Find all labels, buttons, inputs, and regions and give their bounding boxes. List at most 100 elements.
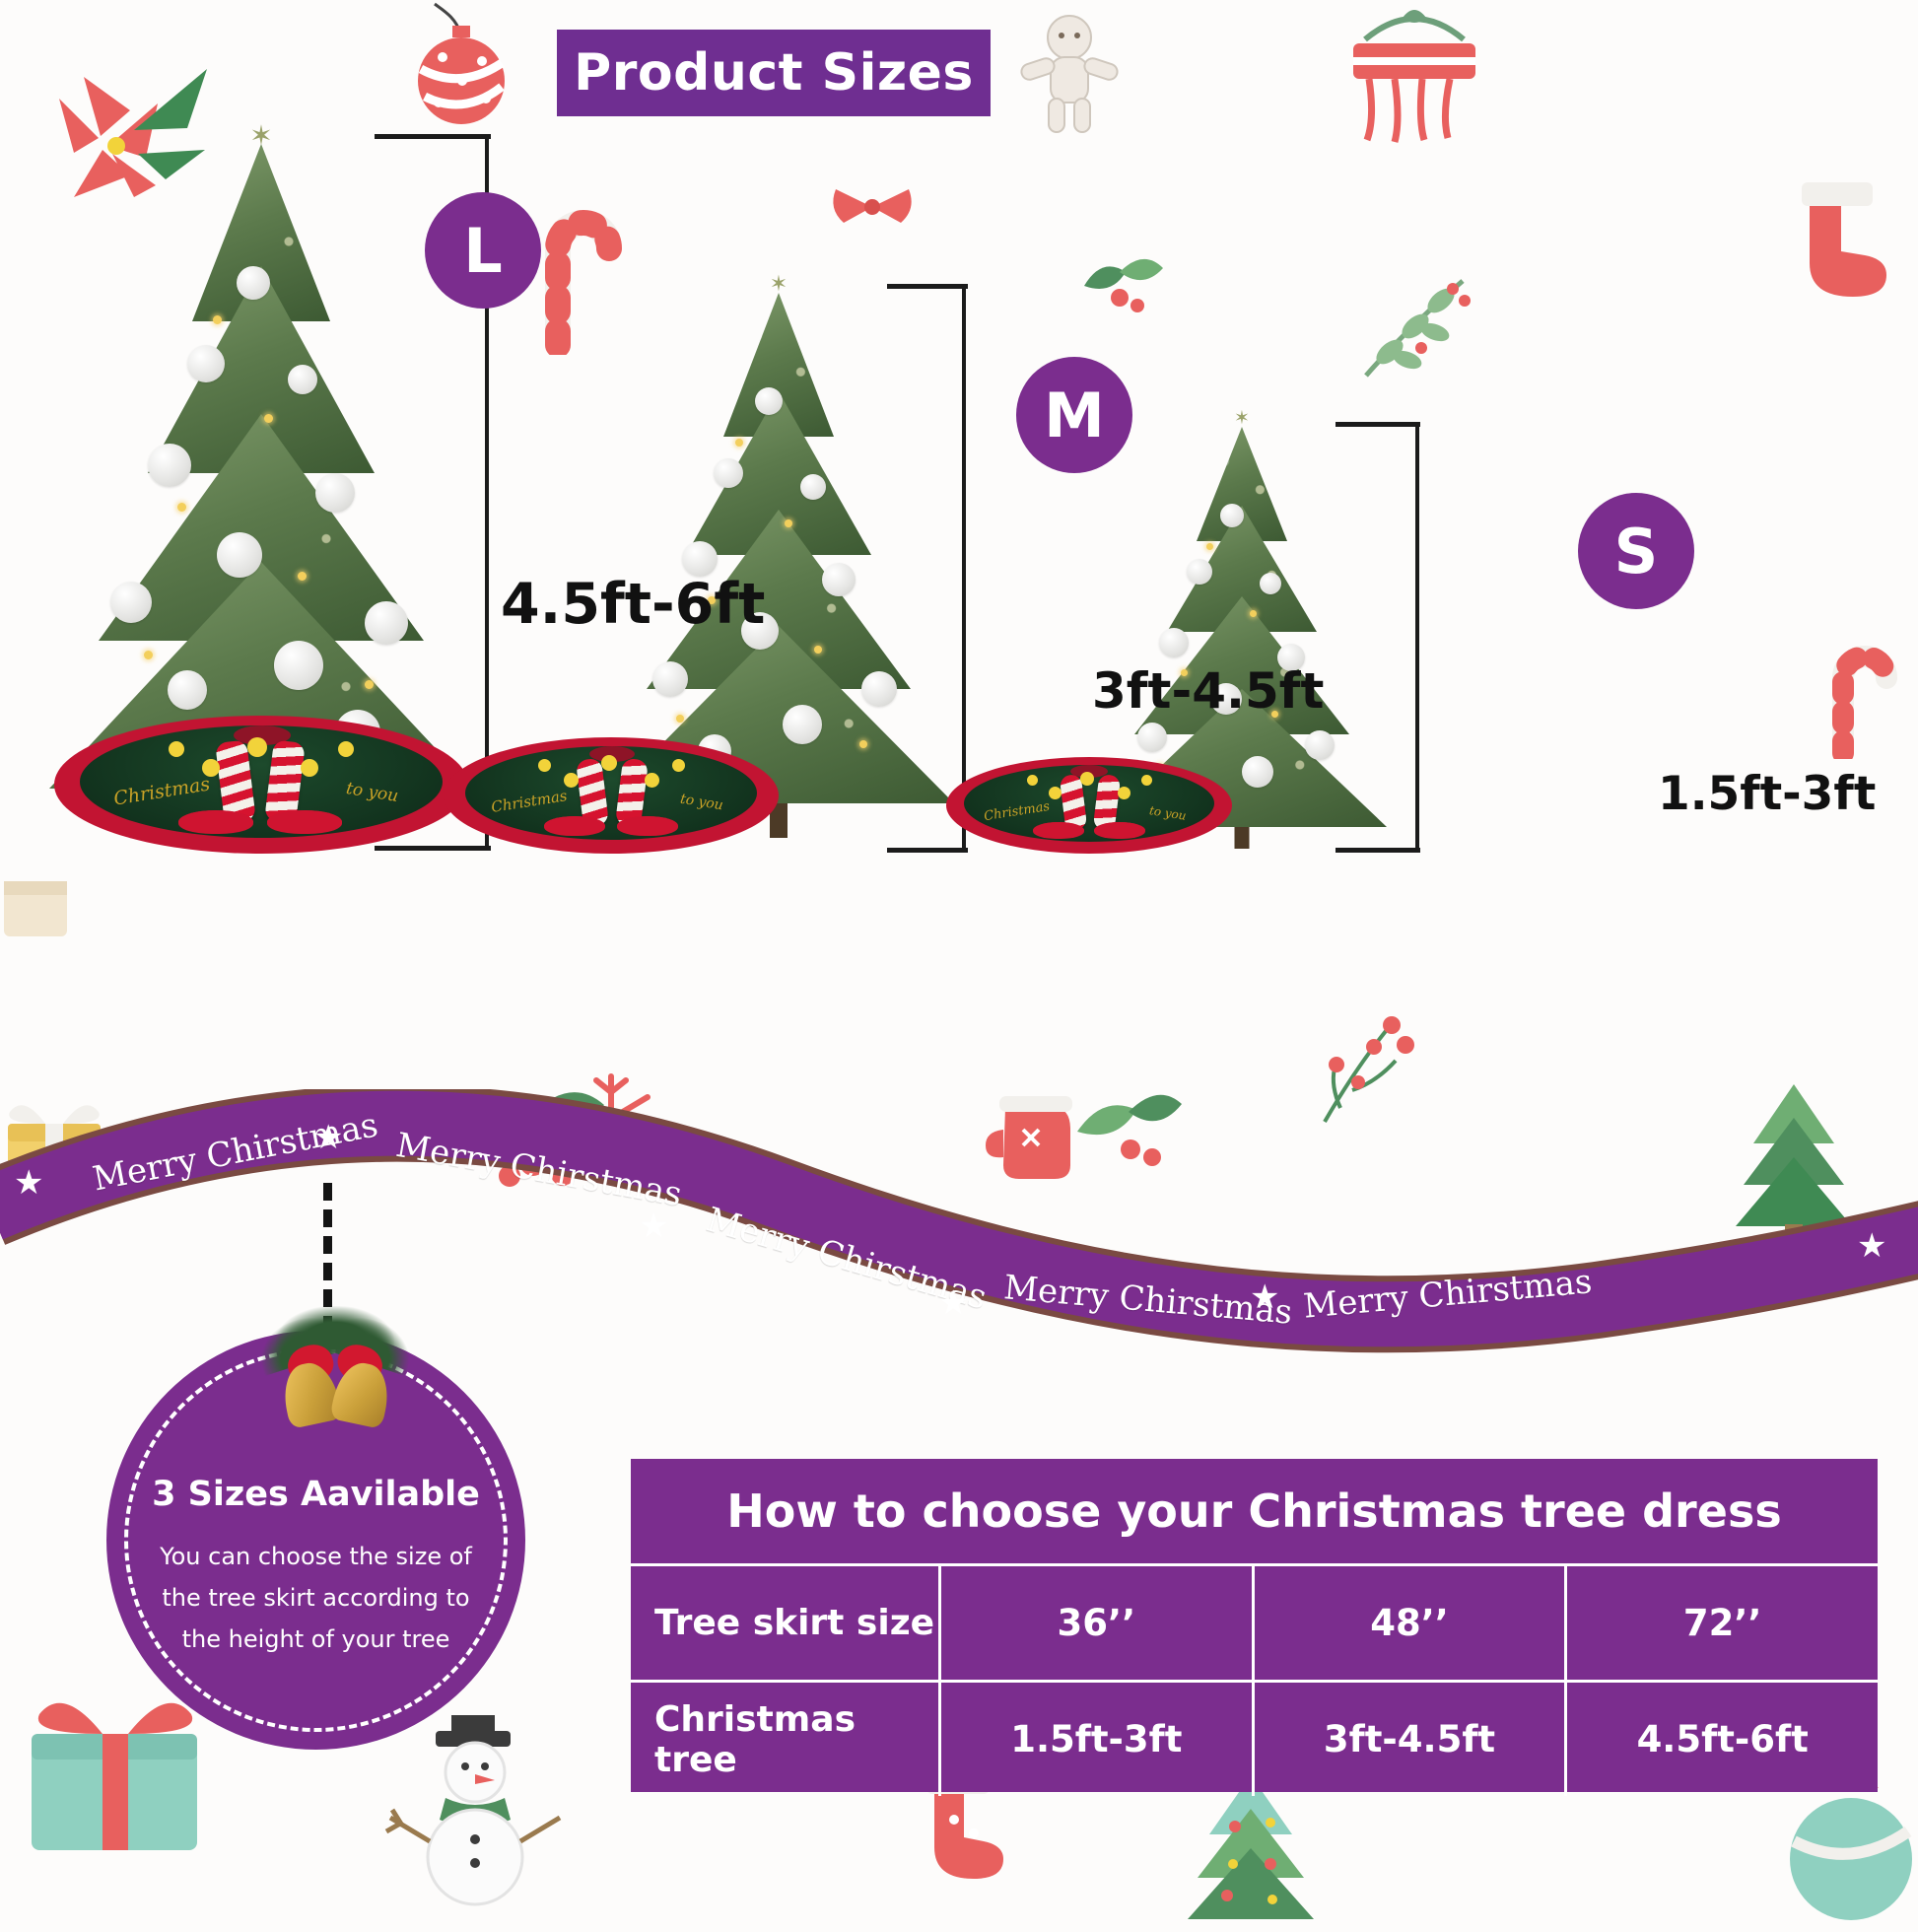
tree-ornament	[187, 345, 225, 382]
tree-light	[213, 315, 222, 324]
skirt-pom	[247, 737, 267, 757]
tree-ornament	[315, 473, 355, 513]
measure-cap-m-bottom	[887, 848, 968, 853]
tree-light	[814, 646, 822, 654]
skirt-pom	[645, 773, 659, 788]
tree-skirt-large: Christmas to you	[54, 716, 468, 854]
elf-shoe	[617, 816, 678, 836]
tree-light	[735, 439, 743, 447]
skirt-pom	[169, 741, 184, 757]
tree-light	[1206, 543, 1213, 550]
page-title: Product Sizes	[574, 43, 974, 103]
tree-light	[859, 740, 867, 748]
measure-line-l	[485, 134, 489, 850]
size-chart-title: How to choose your Christmas tree dress	[631, 1459, 1878, 1566]
size-chart-table: How to choose your Christmas tree dress …	[631, 1459, 1878, 1796]
tree-ornament	[741, 612, 779, 650]
skirt-center-hole	[589, 746, 635, 762]
tree-ornament	[1187, 559, 1212, 585]
tree-ornament	[1137, 723, 1167, 752]
skirt-pom	[1118, 787, 1130, 799]
tree-ornament	[1242, 756, 1273, 788]
tree-skirt-medium: Christmas to you	[444, 737, 779, 854]
skirt-center-hole	[1070, 765, 1108, 778]
tree-ornament	[1159, 628, 1189, 657]
measure-cap-l-top	[375, 134, 491, 139]
table-cell: 36’’	[938, 1566, 1252, 1680]
tree-light	[144, 651, 153, 659]
tree-ornament	[148, 444, 191, 487]
tree-light	[264, 414, 273, 423]
tree-light	[676, 715, 684, 723]
table-cell: 48’’	[1251, 1566, 1565, 1680]
skirt-pom	[1027, 775, 1038, 786]
dimension-label-small: 1.5ft-3ft	[1658, 767, 1877, 821]
sizes-available-circle: 3 Sizes Aavilable You can choose the siz…	[106, 1331, 525, 1750]
tree-light	[1250, 610, 1257, 617]
stocking-doodle	[1784, 172, 1902, 320]
page-title-banner: Product Sizes	[557, 30, 991, 116]
bells-decoration	[246, 1306, 424, 1429]
measure-cap-m-top	[887, 284, 968, 289]
ribbon-star-icon: ★	[938, 1284, 969, 1322]
tree-light	[298, 572, 307, 581]
skirt-pom	[202, 759, 220, 777]
ornament-ball-doodle	[399, 0, 527, 138]
tree-light	[365, 680, 374, 689]
tree-light	[1271, 711, 1278, 718]
skirt-pom	[1049, 787, 1062, 799]
tree-ornament	[861, 671, 897, 707]
tree-ornament	[288, 365, 317, 394]
tree-ornament	[822, 563, 856, 596]
elf-shoe	[267, 810, 342, 834]
size-badge-l-label: L	[463, 214, 503, 287]
table-row-label: Tree skirt size	[654, 1603, 935, 1643]
tree-ornament	[1277, 644, 1305, 671]
measure-cap-s-top	[1336, 422, 1420, 427]
ribbon-star-icon: ★	[1250, 1278, 1280, 1316]
tree-ornament	[714, 458, 743, 488]
tree-light	[785, 519, 792, 527]
dashed-connector-line	[323, 1183, 332, 1360]
tree-ornament	[110, 582, 152, 623]
measure-cap-l-bottom	[375, 846, 491, 851]
table-cell: 3ft-4.5ft	[1251, 1683, 1565, 1796]
table-row: Christmas tree 1.5ft-3ft 3ft-4.5ft 4.5ft…	[631, 1680, 1878, 1796]
measure-line-m	[962, 284, 966, 852]
tree-ornament	[800, 474, 826, 500]
table-cell: 1.5ft-3ft	[938, 1683, 1252, 1796]
sizes-available-title: 3 Sizes Aavilable	[152, 1475, 480, 1514]
christmas-tree-small: ✶	[1084, 409, 1400, 853]
size-badge-l: L	[425, 192, 541, 309]
table-cell: 4.5ft-6ft	[1564, 1683, 1878, 1796]
tree-ornament	[652, 661, 688, 697]
candy-cane-small-doodle	[1814, 631, 1912, 759]
skirt-center-hole	[234, 725, 291, 745]
tree-light	[708, 596, 716, 604]
ribbon-tail-doodle	[0, 867, 89, 956]
table-row: Tree skirt size 36’’ 48’’ 72’’	[631, 1566, 1878, 1680]
size-badge-s-label: S	[1613, 515, 1659, 587]
ribbon-star-icon: ★	[313, 1119, 344, 1156]
tree-ornament	[755, 387, 783, 415]
skirt-pom	[1080, 772, 1094, 786]
skirt-pom	[601, 755, 617, 771]
tree-ornament	[365, 601, 408, 645]
red-bow-doodle	[828, 177, 917, 246]
tree-ornament	[274, 641, 323, 690]
elf-shoe	[178, 810, 253, 834]
tree-ornament	[217, 532, 262, 578]
tree-light	[1181, 669, 1188, 676]
tree-skirt-small: Christmas to you	[946, 757, 1232, 854]
tree-ornament	[783, 705, 822, 744]
size-badge-s: S	[1578, 493, 1694, 609]
tree-ornament	[682, 541, 718, 577]
size-badge-m-label: M	[1044, 379, 1105, 451]
gingerbread-man-doodle	[1015, 10, 1124, 138]
mistletoe-sprig-doodle	[1350, 261, 1478, 389]
tree-ornament	[1305, 730, 1335, 760]
elf-shoe	[544, 816, 605, 836]
holly-doodle	[1074, 246, 1183, 325]
tree-ornament	[237, 266, 270, 300]
